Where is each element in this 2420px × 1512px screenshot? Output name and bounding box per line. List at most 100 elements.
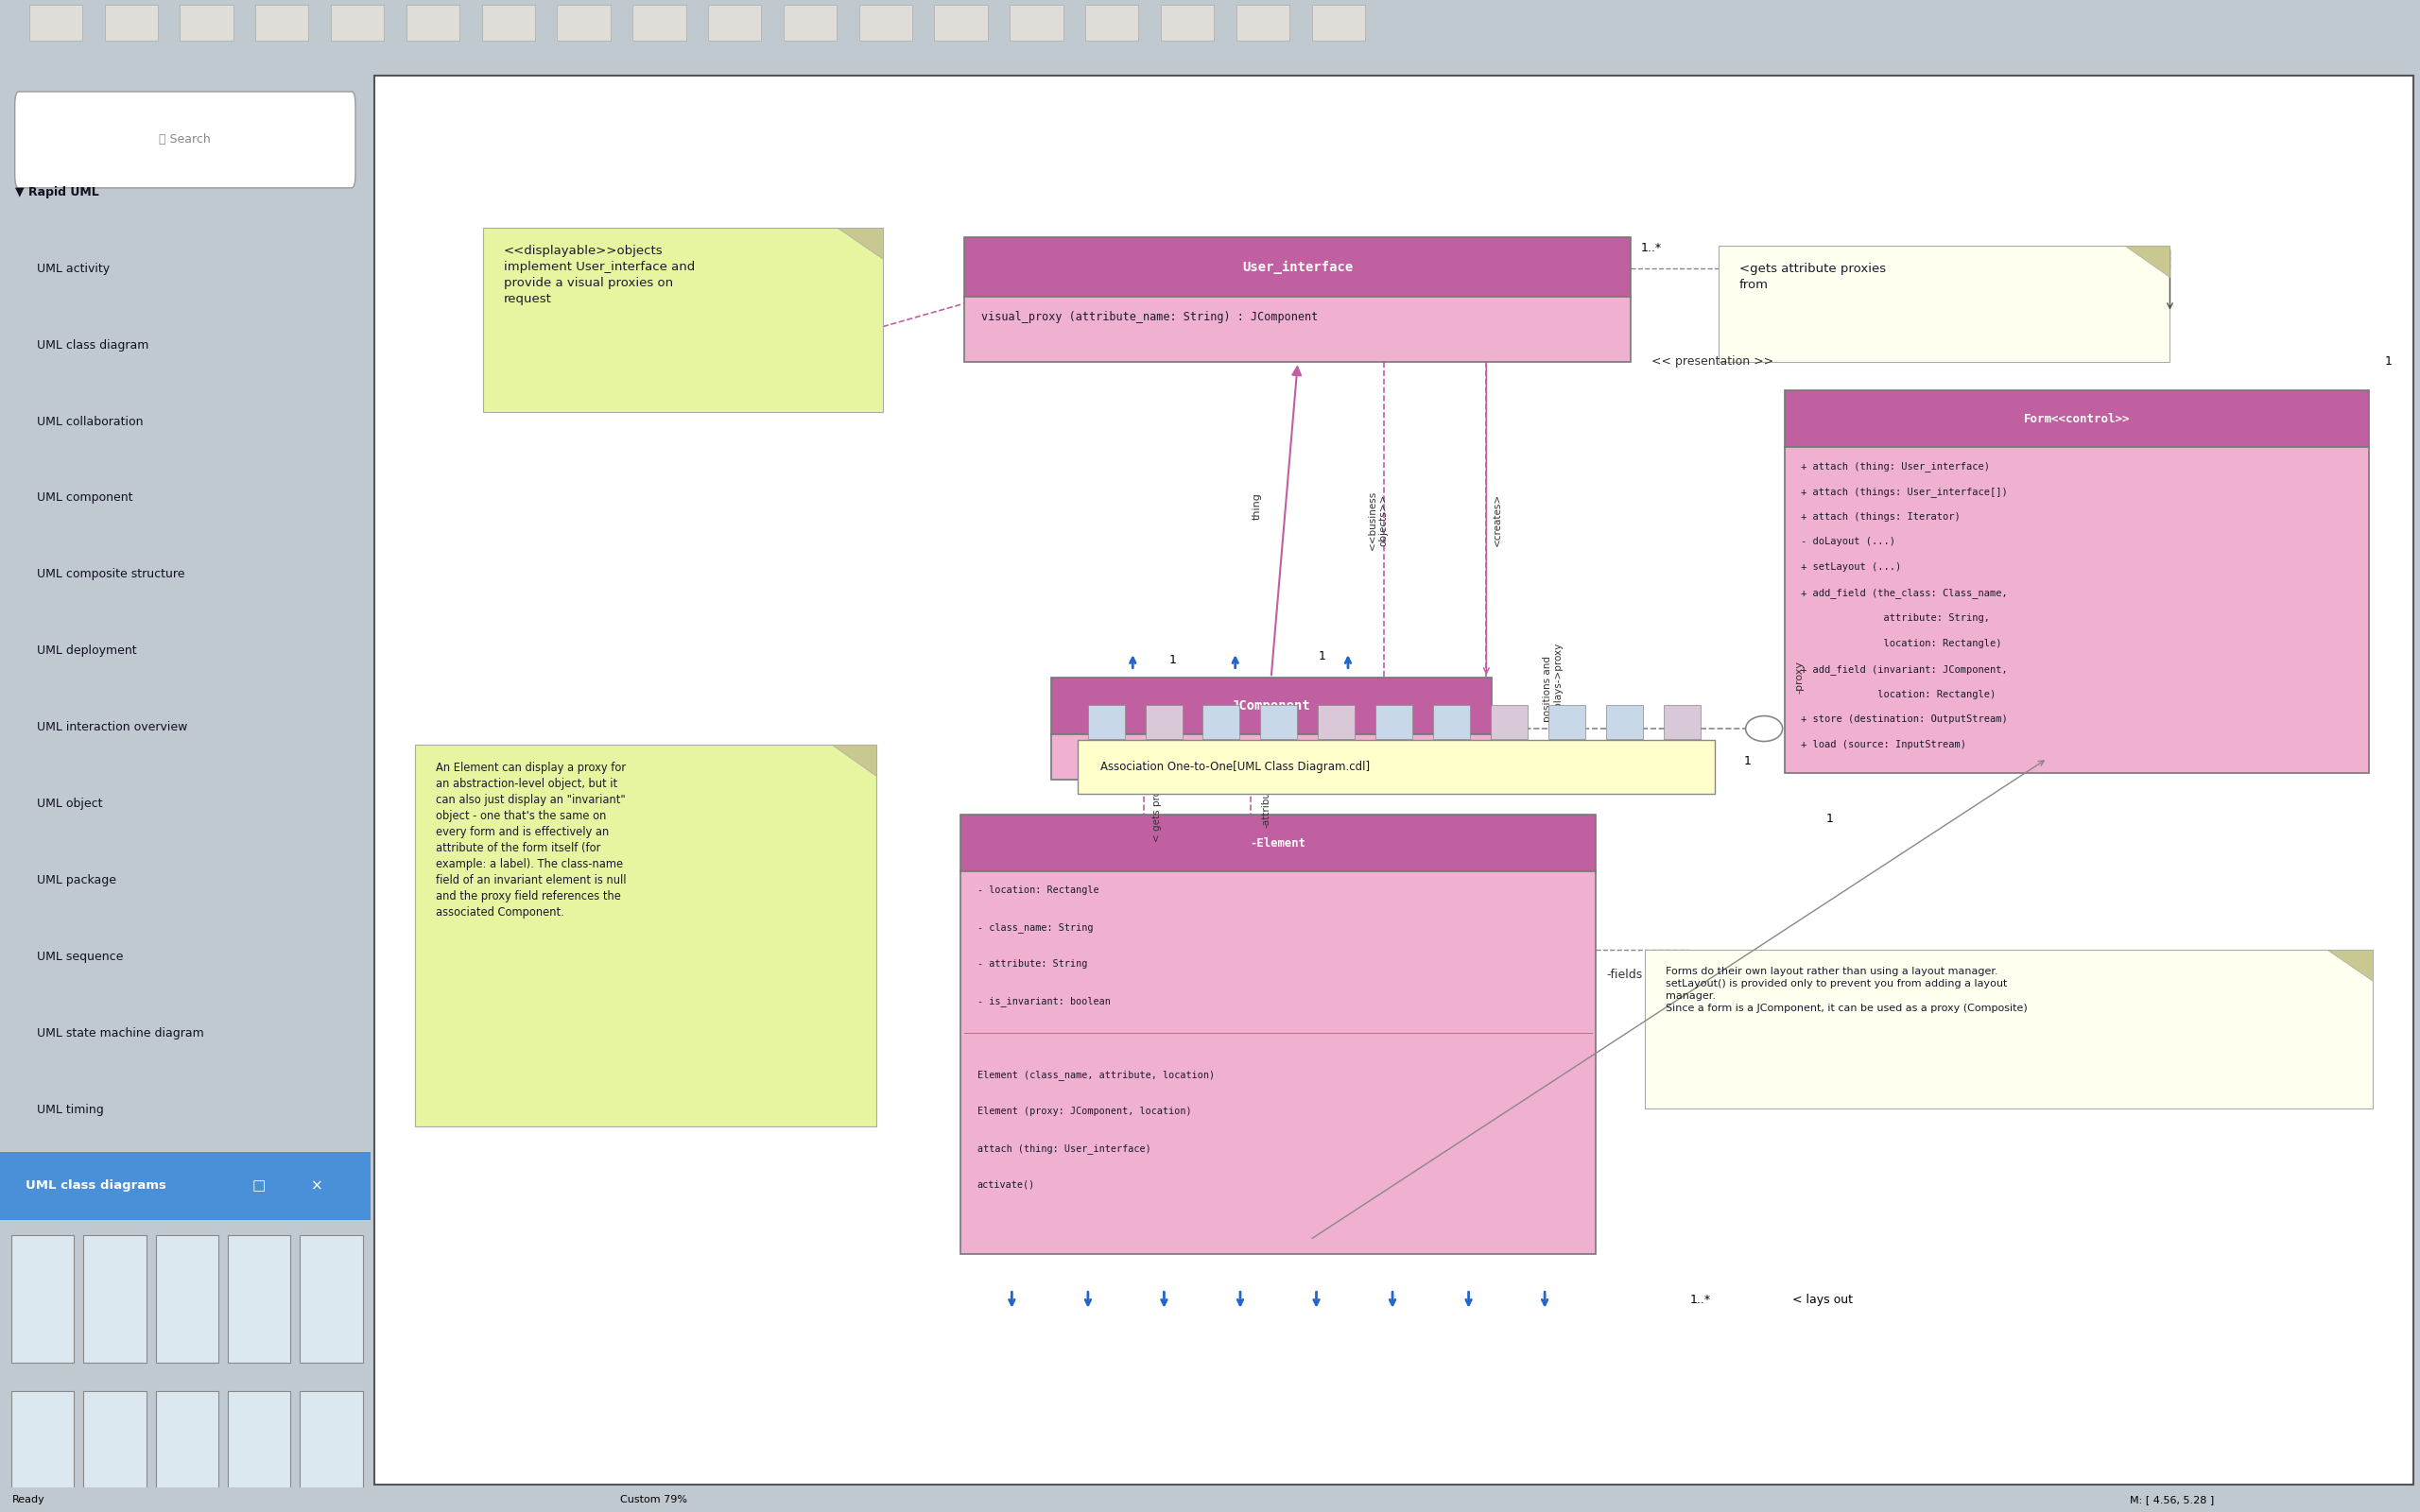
Text: activate(): activate(): [978, 1181, 1036, 1190]
FancyBboxPatch shape: [1050, 677, 1491, 735]
Text: UML sequence: UML sequence: [36, 951, 123, 963]
FancyBboxPatch shape: [961, 871, 1597, 1253]
Text: + add_field (the_class: Class_name,: + add_field (the_class: Class_name,: [1800, 588, 2009, 599]
FancyBboxPatch shape: [1261, 705, 1297, 738]
Text: UML class diagram: UML class diagram: [36, 339, 150, 351]
Text: Ready: Ready: [12, 1495, 46, 1504]
Text: + attach (things: Iterator): + attach (things: Iterator): [1800, 513, 1960, 522]
Text: UML class diagrams: UML class diagrams: [27, 1179, 167, 1191]
FancyBboxPatch shape: [1718, 246, 2171, 361]
FancyBboxPatch shape: [15, 92, 356, 187]
Text: UML activity: UML activity: [36, 263, 109, 275]
Text: 1: 1: [1319, 650, 1326, 662]
Polygon shape: [2125, 246, 2171, 277]
FancyBboxPatch shape: [632, 5, 685, 41]
Text: UML state machine diagram: UML state machine diagram: [36, 1027, 203, 1039]
Polygon shape: [832, 744, 876, 776]
Text: 1: 1: [1169, 655, 1176, 667]
Text: + add_field (invariant: JComponent,: + add_field (invariant: JComponent,: [1800, 664, 2009, 674]
Text: An Element can display a proxy for
an abstraction-level object, but it
can also : An Element can display a proxy for an ab…: [436, 761, 627, 918]
Text: attach (thing: User_interface): attach (thing: User_interface): [978, 1143, 1150, 1154]
Text: visual_proxy (attribute_name: String) : JComponent: visual_proxy (attribute_name: String) : …: [980, 311, 1319, 324]
Text: attribute: String,: attribute: String,: [1800, 614, 1989, 623]
Text: 1..*: 1..*: [1641, 242, 1663, 254]
Polygon shape: [837, 227, 883, 259]
Text: < gets proxy from: < gets proxy from: [1152, 753, 1162, 842]
Text: + attach (things: User_interface[]): + attach (things: User_interface[]): [1800, 487, 2009, 497]
FancyBboxPatch shape: [484, 227, 883, 411]
FancyBboxPatch shape: [1491, 705, 1527, 738]
FancyBboxPatch shape: [784, 5, 837, 41]
FancyBboxPatch shape: [257, 5, 310, 41]
Text: location: Rectangle): location: Rectangle): [1800, 638, 2001, 649]
FancyBboxPatch shape: [1663, 705, 1701, 738]
Text: M: [ 4.56, 5.28 ]: M: [ 4.56, 5.28 ]: [2130, 1495, 2214, 1504]
Text: 1: 1: [1742, 754, 1752, 767]
FancyBboxPatch shape: [0, 1152, 370, 1220]
FancyBboxPatch shape: [961, 815, 1597, 871]
Text: <<displayable>>objects
implement User_interface and
provide a visual proxies on
: <<displayable>>objects implement User_in…: [503, 245, 695, 305]
FancyBboxPatch shape: [966, 237, 1631, 296]
Text: Element (class_name, attribute, location): Element (class_name, attribute, location…: [978, 1070, 1215, 1080]
Text: << presentation >>: << presentation >>: [1650, 355, 1774, 367]
FancyBboxPatch shape: [1433, 705, 1471, 738]
Text: ⌕ Search: ⌕ Search: [160, 133, 211, 147]
Text: - doLayout (...): - doLayout (...): [1800, 537, 1895, 547]
Text: Forms do their own layout rather than using a layout manager.
setLayout() is pro: Forms do their own layout rather than us…: [1665, 966, 2028, 1013]
FancyBboxPatch shape: [1203, 705, 1239, 738]
Text: <<business
objects>>: <<business objects>>: [1367, 490, 1389, 550]
Text: + store (destination: OutputStream): + store (destination: OutputStream): [1800, 715, 2009, 724]
FancyBboxPatch shape: [1784, 390, 2369, 448]
Circle shape: [1745, 715, 1784, 741]
FancyBboxPatch shape: [557, 5, 610, 41]
FancyBboxPatch shape: [332, 5, 385, 41]
FancyBboxPatch shape: [82, 1235, 145, 1362]
FancyBboxPatch shape: [859, 5, 912, 41]
Text: ▼ Rapid UML: ▼ Rapid UML: [15, 186, 99, 198]
FancyBboxPatch shape: [12, 1391, 75, 1512]
FancyBboxPatch shape: [1009, 5, 1062, 41]
FancyBboxPatch shape: [966, 296, 1631, 361]
FancyBboxPatch shape: [155, 1391, 218, 1512]
FancyBboxPatch shape: [179, 5, 232, 41]
Text: Element (proxy: JComponent, location): Element (proxy: JComponent, location): [978, 1107, 1191, 1116]
FancyBboxPatch shape: [934, 5, 987, 41]
Text: JComponent: JComponent: [1232, 700, 1312, 712]
Text: Custom 79%: Custom 79%: [620, 1495, 687, 1504]
Text: location: Rectangle): location: Rectangle): [1800, 689, 1996, 699]
Text: 1: 1: [2386, 355, 2393, 367]
Text: UML collaboration: UML collaboration: [36, 416, 143, 428]
Text: User_interface: User_interface: [1241, 260, 1353, 274]
FancyBboxPatch shape: [416, 744, 876, 1126]
FancyBboxPatch shape: [482, 5, 535, 41]
Text: -Element: -Element: [1251, 838, 1307, 850]
FancyBboxPatch shape: [1162, 5, 1215, 41]
Text: UML composite structure: UML composite structure: [36, 569, 184, 581]
FancyBboxPatch shape: [407, 5, 460, 41]
FancyBboxPatch shape: [1145, 705, 1181, 738]
Text: <gets attribute proxies
from: <gets attribute proxies from: [1740, 263, 1885, 292]
Text: UML interaction overview: UML interaction overview: [36, 721, 189, 733]
FancyBboxPatch shape: [1549, 705, 1585, 738]
Text: ×: ×: [312, 1179, 324, 1193]
Text: UML object: UML object: [36, 797, 102, 810]
FancyBboxPatch shape: [1237, 5, 1290, 41]
FancyBboxPatch shape: [1087, 705, 1125, 738]
Text: - class_name: String: - class_name: String: [978, 922, 1094, 933]
FancyBboxPatch shape: [1050, 735, 1491, 780]
FancyBboxPatch shape: [1312, 5, 1365, 41]
Text: - location: Rectangle: - location: Rectangle: [978, 886, 1099, 895]
FancyBboxPatch shape: [1319, 705, 1355, 738]
Text: UML component: UML component: [36, 491, 133, 503]
Text: UML deployment: UML deployment: [36, 644, 138, 656]
Text: Association One-to-One[UML Class Diagram.cdl]: Association One-to-One[UML Class Diagram…: [1101, 761, 1370, 773]
Text: Form<<control>>: Form<<control>>: [2023, 413, 2130, 425]
FancyBboxPatch shape: [82, 1391, 145, 1512]
FancyBboxPatch shape: [227, 1235, 290, 1362]
Text: + load (source: InputStream): + load (source: InputStream): [1800, 739, 1967, 750]
FancyBboxPatch shape: [1375, 705, 1413, 738]
Text: -proxy: -proxy: [1796, 661, 1805, 694]
Text: -fields: -fields: [1607, 968, 1643, 981]
Text: UML timing: UML timing: [36, 1104, 104, 1116]
FancyBboxPatch shape: [155, 1235, 218, 1362]
